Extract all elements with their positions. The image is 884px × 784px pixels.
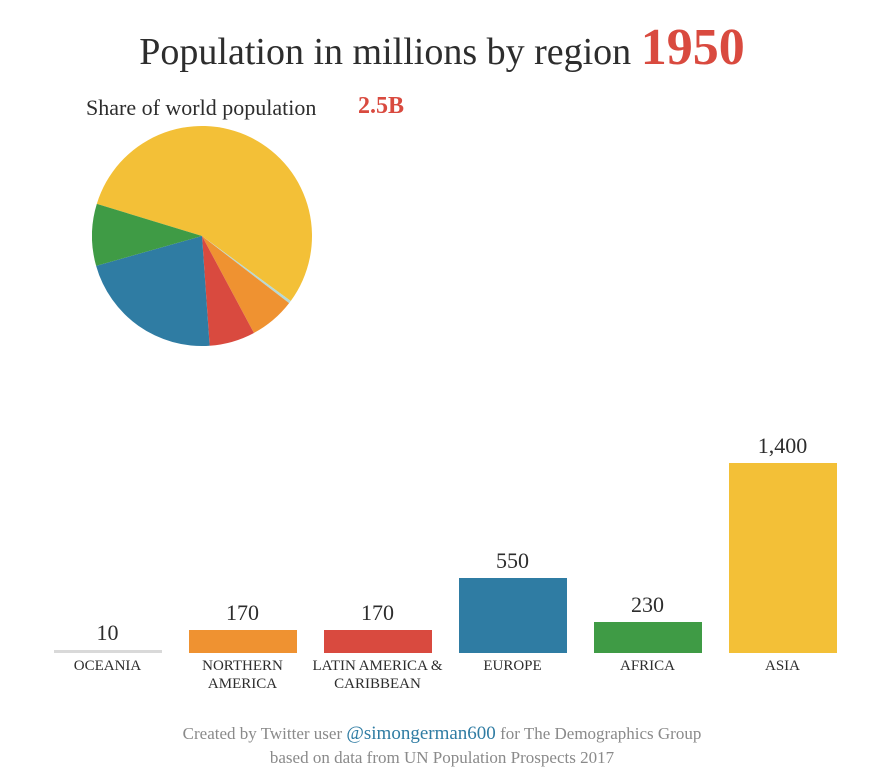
bar-value: 550 [445,548,580,574]
bar-value: 170 [175,600,310,626]
title-year: 1950 [641,19,745,76]
bar-column: 170 NORTHERNAMERICA [175,600,310,715]
bar-rect [324,630,432,653]
bar-rect [594,622,702,653]
credit-line2: based on data from UN Population Prospec… [270,748,614,767]
bar-value: 10 [40,620,175,646]
bar-rect [729,463,837,653]
bar-column: 550 EUROPE [445,548,580,715]
bar-rect [54,650,162,653]
bar-label: LATIN AMERICA &CARIBBEAN [310,657,445,715]
chart-title: Population in millions by region 1950 [0,18,884,77]
bar-value: 1,400 [715,433,850,459]
bar-column: 230 AFRICA [580,592,715,715]
bar-column: 170 LATIN AMERICA &CARIBBEAN [310,600,445,715]
title-prefix: Population in millions by region [139,31,640,73]
pie-chart [92,126,312,351]
pie-title: Share of world population [86,95,316,121]
credit-handle: @simongerman600 [346,723,495,744]
credit-line: Created by Twitter user @simongerman600 … [0,721,884,770]
credit-post: for The Demographics Group [496,724,702,743]
bar-value: 230 [580,592,715,618]
bar-label: NORTHERNAMERICA [175,657,310,715]
bar-rect [189,630,297,653]
bar-label: OCEANIA [40,657,175,715]
bar-value: 170 [310,600,445,626]
credit-pre: Created by Twitter user [183,724,347,743]
bar-column: 10 OCEANIA [40,620,175,715]
bar-rect [459,578,567,653]
bar-label: EUROPE [445,657,580,715]
total-population-badge: 2.5B [358,93,404,120]
bar-label: ASIA [715,657,850,715]
bar-chart: 10 OCEANIA 170 NORTHERNAMERICA 170 LATIN AMER… [40,455,850,715]
bar-column: 1,400 ASIA [715,433,850,715]
bar-label: AFRICA [580,657,715,715]
pie-svg [92,126,312,346]
